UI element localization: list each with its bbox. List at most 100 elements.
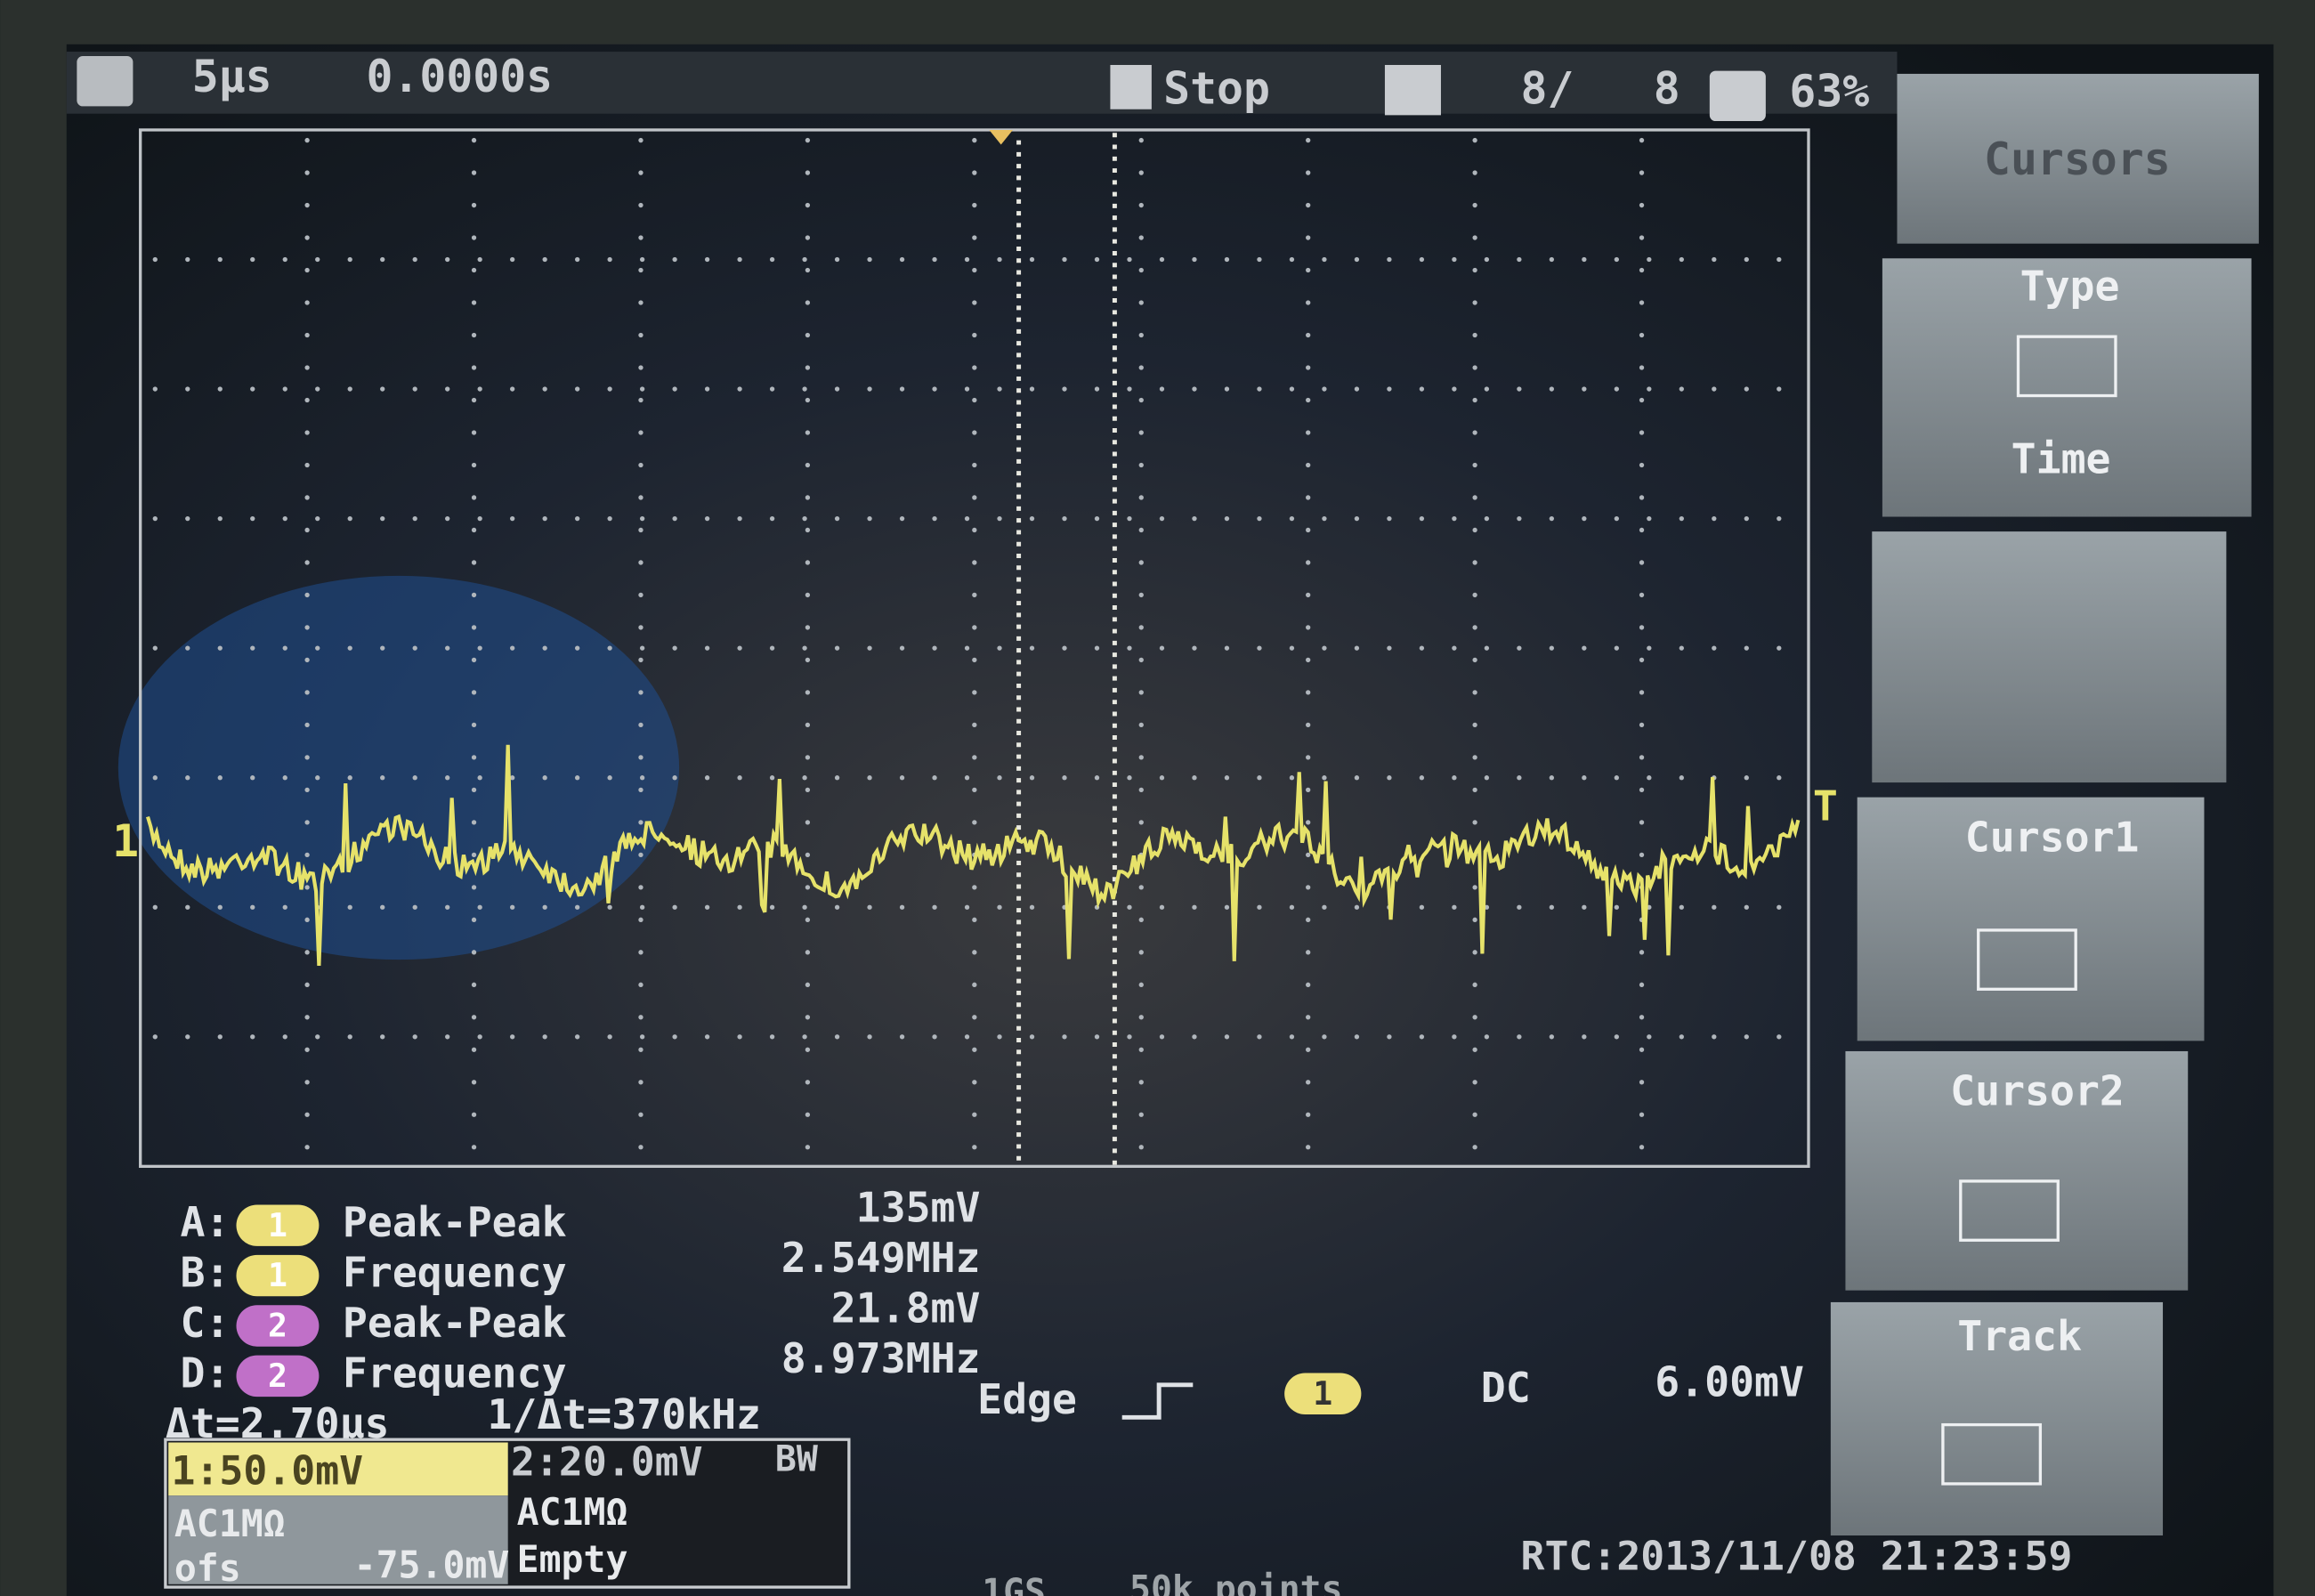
grid-dot: [638, 1080, 644, 1085]
grid-dot: [574, 1034, 580, 1040]
grid-dot: [250, 645, 255, 651]
grid-dot: [638, 365, 644, 370]
grid-dot: [1192, 256, 1197, 263]
grid-dot: [805, 267, 811, 273]
ch2-state: Empty: [517, 1538, 628, 1581]
grid-dot: [1582, 645, 1587, 651]
grid-dot: [1744, 904, 1749, 910]
grid-dot: [1306, 852, 1311, 858]
grid-dot: [737, 775, 742, 781]
grid-dot: [412, 645, 417, 651]
menu-button[interactable]: [1845, 1050, 2189, 1291]
grid-dot: [1387, 1034, 1392, 1040]
grid-dot: [1354, 645, 1360, 651]
grid-dot: [672, 645, 677, 651]
grid-dot: [1472, 787, 1477, 793]
grid-dot: [1306, 137, 1311, 143]
grid-dot: [1712, 386, 1717, 392]
grid-dot: [805, 625, 811, 630]
grid-dot: [1639, 625, 1645, 630]
grid-dot: [471, 690, 477, 695]
grid-dot: [304, 527, 310, 533]
grid-dot: [1138, 527, 1144, 533]
grid-dot: [1639, 365, 1645, 370]
grid-dot: [304, 1145, 310, 1150]
grid-dot: [510, 256, 515, 263]
ch2-scale: 2:20.0mV: [511, 1438, 703, 1485]
grid-dot: [471, 1112, 477, 1117]
grid-dot: [1159, 256, 1165, 263]
menu-button[interactable]: [1830, 1301, 2164, 1535]
grid-dot: [1094, 256, 1100, 263]
grid-dot: [972, 202, 977, 208]
grid-dot: [471, 495, 477, 500]
grid-dot: [1712, 904, 1717, 910]
grid-dot: [1257, 775, 1262, 781]
menu-title[interactable]: [1897, 73, 2259, 244]
grid-dot: [1062, 1034, 1067, 1040]
grid-dot: [1517, 904, 1522, 910]
grid-dot: [1614, 904, 1619, 910]
grid-dot: [638, 592, 644, 598]
grid-dot: [1322, 775, 1327, 781]
grid-dot: [471, 852, 477, 858]
grid-dot: [1192, 386, 1197, 392]
grid-dot: [1138, 202, 1144, 208]
grid-dot: [1639, 657, 1645, 663]
grid-dot: [972, 787, 977, 793]
grid-dot: [972, 982, 977, 987]
grid-dot: [1306, 430, 1311, 435]
menu-button[interactable]: [1857, 797, 2205, 1041]
menu-button[interactable]: [1872, 531, 2227, 783]
menu-button[interactable]: [1882, 258, 2252, 517]
grid-dot: [304, 560, 310, 565]
grid-dot: [1419, 904, 1425, 910]
grid-dot: [1306, 527, 1311, 533]
graticule: [139, 128, 1810, 1168]
grid-dot: [471, 820, 477, 825]
grid-dot: [1138, 625, 1144, 630]
grid-dot: [1387, 515, 1392, 522]
grid-dot: [1452, 775, 1457, 781]
grid-dot: [1679, 386, 1684, 392]
grid-dot: [282, 775, 287, 781]
grid-dot: [1639, 300, 1645, 305]
grid-dot: [972, 917, 977, 922]
grid-dot: [805, 820, 811, 825]
channel-marker: 1: [112, 815, 139, 867]
grid-dot: [1289, 386, 1295, 392]
grid-dot: [445, 645, 450, 651]
grid-dot: [639, 904, 645, 910]
timebase: 5µs: [192, 51, 272, 102]
grid-dot: [1647, 645, 1652, 651]
grid-dot: [802, 645, 807, 651]
grid-dot: [672, 904, 677, 910]
grid-dot: [638, 397, 644, 403]
grid-dot: [1582, 904, 1587, 910]
grid-dot: [471, 365, 477, 370]
grid-dot: [445, 386, 450, 392]
grid-dot: [1472, 267, 1477, 273]
grid-dot: [805, 397, 811, 403]
grid-dot: [304, 917, 310, 922]
grid-dot: [510, 904, 515, 910]
grid-dot: [1639, 1145, 1645, 1150]
grid-dot: [639, 1034, 645, 1040]
icon: [1941, 1422, 2043, 1486]
grid-dot: [1647, 386, 1652, 392]
grid-dot: [1138, 365, 1144, 370]
grid-dot: [805, 560, 811, 565]
grid-dot: [1517, 775, 1522, 781]
grid-dot: [932, 904, 937, 910]
grid-dot: [1639, 982, 1645, 987]
grid-dot: [1472, 885, 1477, 890]
grid-dot: [1647, 1034, 1652, 1040]
grid-dot: [964, 515, 970, 522]
grid-dot: [867, 256, 872, 263]
grid-dot: [737, 645, 742, 651]
grid-dot: [217, 645, 223, 651]
grid-dot: [805, 852, 811, 858]
grid-dot: [412, 1034, 417, 1040]
grid-dot: [152, 645, 158, 651]
grid-dot: [445, 1034, 450, 1040]
